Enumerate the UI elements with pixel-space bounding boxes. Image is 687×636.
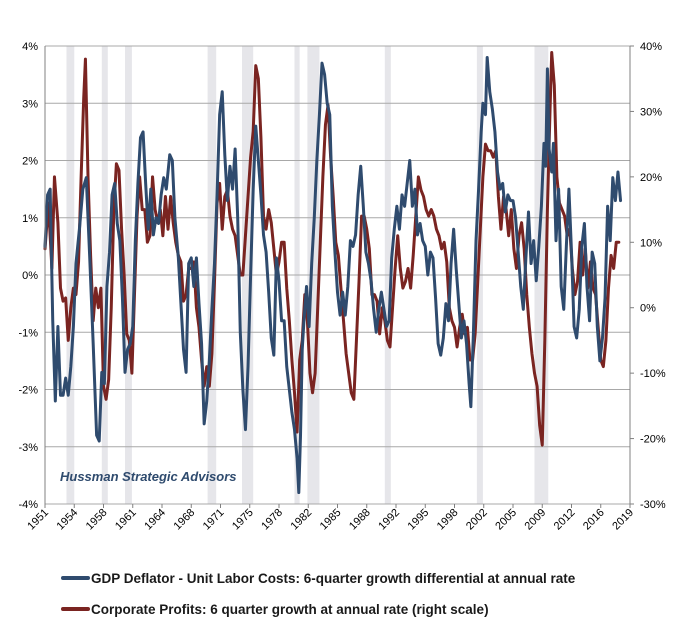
y-right-tick-label: 10% <box>640 237 662 249</box>
y-left-tick-label: 3% <box>22 98 38 110</box>
legend-label: Corporate Profits: 6 quarter growth at a… <box>91 602 489 617</box>
y-right-tick-label: 0% <box>640 303 656 315</box>
y-left-tick-label: 1% <box>22 213 38 225</box>
legend-label: GDP Deflator - Unit Labor Costs: 6-quart… <box>91 571 576 586</box>
y-right-tick-label: -10% <box>640 368 666 380</box>
series-lines <box>43 51 623 495</box>
y-right-tick-label: -30% <box>640 499 666 511</box>
y-left-tick-label: -4% <box>18 499 38 511</box>
y-left-tick-label: 0% <box>22 270 38 282</box>
y-left-tick-label: -1% <box>18 327 38 339</box>
y-right-tick-label: 40% <box>640 41 662 53</box>
y-right-tick-label: 30% <box>640 106 662 118</box>
watermark: Hussman Strategic Advisors <box>60 469 237 484</box>
series-line-gdp-deflator-ulc <box>43 55 623 495</box>
y-left-tick-label: 2% <box>22 156 38 168</box>
legend: GDP Deflator - Unit Labor Costs: 6-quart… <box>61 571 576 617</box>
y-left-tick-label: 4% <box>22 41 38 53</box>
y-right-tick-label: -20% <box>640 434 666 446</box>
y-right-tick-label: 20% <box>640 172 662 184</box>
y-left-tick-label: -3% <box>18 442 38 454</box>
y-left-tick-label: -2% <box>18 385 38 397</box>
